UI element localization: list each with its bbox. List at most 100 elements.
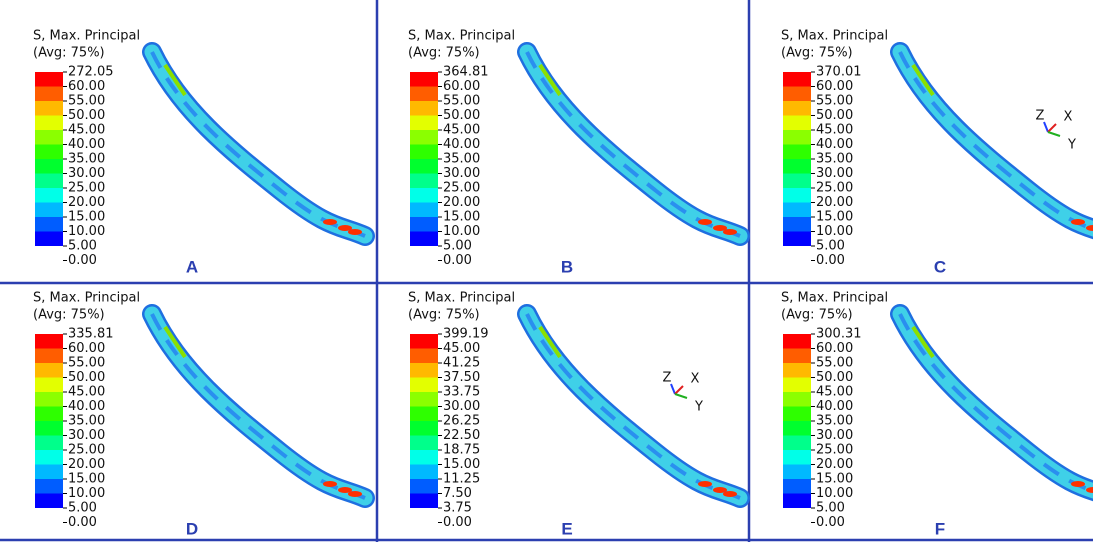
legend-label: 15.00 — [443, 210, 480, 225]
legend-swatch — [410, 72, 438, 87]
legend-swatch — [410, 86, 438, 101]
panel: S, Max. Principal (Avg: 75%) 300.3160.0055… — [781, 291, 1093, 538]
legend-swatch — [410, 377, 438, 392]
bone-outline — [517, 304, 750, 508]
legend-label: 35.00 — [443, 152, 480, 167]
legend-swatch — [35, 377, 63, 392]
legend-label: 0.00 — [816, 515, 845, 530]
legend-label: 35.00 — [68, 414, 105, 429]
legend-swatch — [35, 493, 63, 508]
legend-swatch — [410, 101, 438, 116]
legend-label: 370.01 — [816, 65, 862, 80]
legend-label: 30.00 — [443, 166, 480, 181]
axis-z — [1043, 121, 1049, 133]
legend-swatch — [783, 421, 811, 436]
legend-swatch — [783, 202, 811, 217]
legend-swatch — [783, 377, 811, 392]
legend-swatch — [783, 188, 811, 203]
legend-swatch — [35, 334, 63, 349]
legend-label: 10.00 — [68, 224, 105, 239]
legend-label: 11.25 — [443, 472, 480, 487]
legend-swatch — [783, 217, 811, 232]
legend-label: 25.00 — [443, 181, 480, 196]
legend-label: 25.00 — [816, 443, 853, 458]
stress-spot — [713, 225, 727, 231]
legend-label: 5.00 — [816, 239, 845, 254]
legend-swatch — [410, 406, 438, 421]
triad-label: X — [691, 372, 700, 387]
legend-label: 45.00 — [816, 385, 853, 400]
legend-swatch — [783, 144, 811, 159]
bone — [892, 306, 1093, 499]
legend-swatch — [410, 348, 438, 363]
bone-outline — [517, 42, 750, 246]
legend-swatch — [35, 202, 63, 217]
legend-label: 30.00 — [816, 428, 853, 443]
panel-subtitle: (Avg: 75%) — [33, 308, 105, 323]
legend-swatch — [783, 464, 811, 479]
panel-subtitle: (Avg: 75%) — [33, 46, 105, 61]
legend-label: 50.00 — [68, 370, 105, 385]
legend-label: 20.00 — [443, 195, 480, 210]
legend-label: 45.00 — [68, 123, 105, 138]
legend-label: 55.00 — [443, 94, 480, 109]
triad-label: Y — [1067, 138, 1076, 153]
stress-spot — [1071, 219, 1085, 225]
legend-label: 60.00 — [816, 341, 853, 356]
legend-label: 300.31 — [816, 327, 862, 342]
legend-label: 20.00 — [816, 457, 853, 472]
legend-label: 60.00 — [68, 341, 105, 356]
legend-label: 20.00 — [68, 457, 105, 472]
legend-label: 40.00 — [68, 137, 105, 152]
legend-swatch — [410, 435, 438, 450]
legend-swatch — [783, 493, 811, 508]
legend-label: 10.00 — [816, 224, 853, 239]
legend-label: 35.00 — [816, 414, 853, 429]
legend-swatch — [783, 479, 811, 494]
panel-letter: B — [561, 257, 573, 276]
legend-swatch — [35, 450, 63, 465]
legend-swatch — [783, 348, 811, 363]
legend-swatch — [35, 435, 63, 450]
legend-swatch — [783, 86, 811, 101]
legend-label: 33.75 — [443, 385, 480, 400]
legend-label: 18.75 — [443, 443, 480, 458]
panel: S, Max. Principal (Avg: 75%) 370.0160.0055… — [781, 29, 1093, 276]
legend-swatch — [783, 231, 811, 246]
legend-swatch — [35, 159, 63, 174]
legend-label: 26.25 — [443, 414, 480, 429]
bone — [144, 306, 373, 506]
legend-label: 0.00 — [443, 253, 472, 268]
legend-swatch — [410, 421, 438, 436]
legend-label: 41.25 — [443, 356, 480, 371]
triad-label: Z — [1036, 109, 1045, 124]
legend-swatch — [410, 202, 438, 217]
legend-label: 30.00 — [443, 399, 480, 414]
legend-label: 30.00 — [816, 166, 853, 181]
legend-label: 45.00 — [443, 123, 480, 138]
legend-swatch — [35, 421, 63, 436]
panel-letter: F — [935, 519, 945, 538]
stress-streak — [538, 63, 562, 97]
legend-label: 20.00 — [68, 195, 105, 210]
panel-subtitle: (Avg: 75%) — [408, 46, 480, 61]
panel-title: S, Max. Principal — [781, 29, 888, 44]
triad-label: Z — [663, 371, 672, 386]
legend-swatch — [783, 115, 811, 130]
legend-label: 40.00 — [68, 399, 105, 414]
legend-swatch — [783, 406, 811, 421]
panel: S, Max. Principal (Avg: 75%) 272.0560.0055… — [33, 29, 375, 276]
legend-label: 15.00 — [68, 210, 105, 225]
legend-swatch — [35, 72, 63, 87]
legend-label: 30.00 — [68, 166, 105, 181]
legend-label: 10.00 — [68, 486, 105, 501]
legend-label: 7.50 — [443, 486, 472, 501]
panel-letter: E — [561, 519, 572, 538]
panel-letter: D — [186, 519, 198, 538]
legend-swatch — [410, 188, 438, 203]
legend-label: 50.00 — [816, 370, 853, 385]
legend-swatch — [35, 231, 63, 246]
bone-core — [150, 51, 366, 238]
bone-outline — [142, 42, 375, 246]
panel-title: S, Max. Principal — [781, 291, 888, 306]
